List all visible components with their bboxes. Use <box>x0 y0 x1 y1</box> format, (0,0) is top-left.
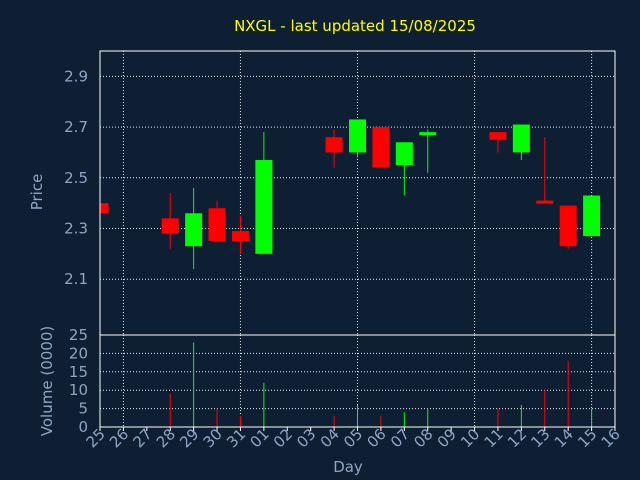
volume-tick-label: 15 <box>69 363 88 381</box>
candle-body <box>185 213 203 247</box>
x-tick-label: 26 <box>106 425 132 451</box>
volume-tick-label: 0 <box>78 418 88 436</box>
price-tick-label: 2.9 <box>64 67 88 85</box>
candle-body <box>372 127 390 168</box>
price-tick-label: 2.3 <box>64 220 88 238</box>
frame-layer <box>99 50 616 428</box>
marks-layer <box>99 119 601 427</box>
volume-tick-label: 5 <box>78 400 88 418</box>
price-tick-label: 2.1 <box>64 270 88 288</box>
x-tick-label: 07 <box>387 425 413 451</box>
candle-body <box>161 218 179 234</box>
ticks-layer: 2.12.32.52.72.90510152025252627282930310… <box>64 67 624 451</box>
candle-body <box>208 208 226 242</box>
x-tick-label: 30 <box>200 425 226 451</box>
x-tick-label: 10 <box>457 425 483 451</box>
x-tick-label: 06 <box>364 425 390 451</box>
x-tick-label: 15 <box>574 425 600 451</box>
candle-body <box>559 205 577 247</box>
price-axis-label: Price <box>28 174 46 211</box>
x-tick-label: 05 <box>340 425 366 451</box>
x-tick-label: 11 <box>481 425 507 451</box>
candle-body <box>512 124 530 153</box>
candle-body <box>489 132 507 140</box>
x-tick-label: 12 <box>504 425 530 451</box>
price-tick-label: 2.7 <box>64 118 88 136</box>
x-tick-label: 31 <box>223 425 249 451</box>
candle-body <box>255 160 273 254</box>
candle-body <box>231 231 249 242</box>
x-axis-label: Day <box>333 458 363 476</box>
grid-layer <box>100 51 615 427</box>
candle-body <box>349 119 366 153</box>
candle-body <box>325 137 343 153</box>
x-tick-label: 29 <box>176 425 202 451</box>
x-tick-label: 03 <box>293 425 319 451</box>
volume-tick-label: 25 <box>69 326 88 344</box>
candle-body <box>583 195 601 237</box>
x-tick-label: 04 <box>317 425 343 451</box>
candle-body <box>100 203 109 214</box>
candle-body <box>536 200 554 204</box>
volume-tick-label: 20 <box>69 344 88 362</box>
x-tick-label: 28 <box>153 425 179 451</box>
x-tick-label: 13 <box>527 425 553 451</box>
x-tick-label: 16 <box>598 425 624 451</box>
volume-tick-label: 10 <box>69 381 88 399</box>
x-tick-label: 09 <box>434 425 460 451</box>
x-tick-label: 02 <box>270 425 296 451</box>
x-tick-label: 14 <box>551 425 577 451</box>
candle-body <box>419 132 437 136</box>
x-tick-label: 08 <box>410 425 436 451</box>
x-tick-label: 01 <box>246 425 272 451</box>
x-tick-label: 27 <box>129 425 155 451</box>
volume-axis-label: Volume (0000) <box>38 326 56 436</box>
candle-body <box>395 142 413 166</box>
chart-title: NXGL - last updated 15/08/2025 <box>234 17 476 35</box>
price-tick-label: 2.5 <box>64 169 88 187</box>
